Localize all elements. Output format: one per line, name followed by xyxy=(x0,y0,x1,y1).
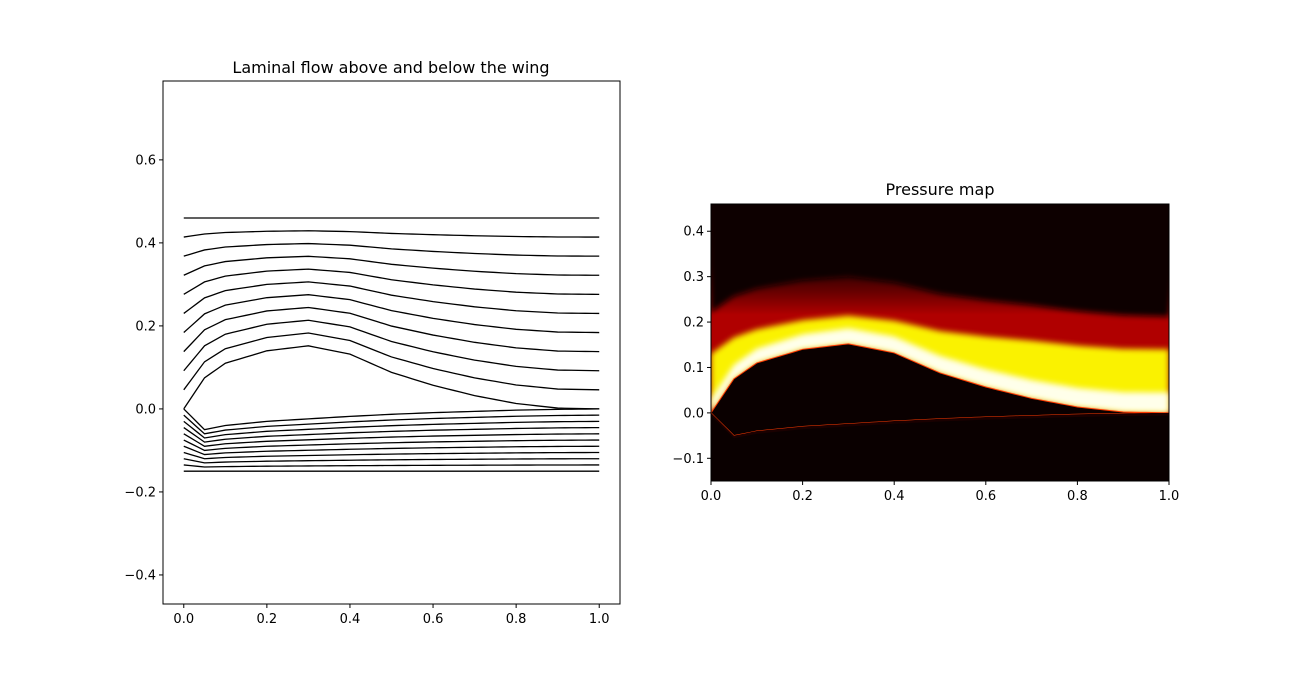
upper-streamline xyxy=(183,306,600,353)
x-tick-label: 0.6 xyxy=(975,489,996,504)
pressure-heatmap xyxy=(711,204,1169,481)
right-plot-frame xyxy=(710,203,1170,482)
upper-streamline xyxy=(183,255,600,276)
x-tick-label: 1.0 xyxy=(589,612,610,627)
upper-streamline xyxy=(183,230,600,238)
x-tick-label: 0.2 xyxy=(792,489,813,504)
y-tick-label: 0.1 xyxy=(683,361,704,376)
lower-streamline xyxy=(183,420,600,439)
lower-streamline xyxy=(183,445,600,456)
streamline-chart: Laminal flow above and below the wing 0.… xyxy=(124,58,621,627)
left-x-axis: 0.0 0.2 0.4 0.6 0.8 1.0 xyxy=(173,604,610,627)
left-y-axis: −0.4 −0.2 0.0 0.2 0.4 0.6 xyxy=(124,153,163,583)
y-tick-label: 0.6 xyxy=(135,153,156,168)
y-tick-label: 0.0 xyxy=(135,402,156,417)
upper-streamline xyxy=(183,345,600,410)
lower-streamline xyxy=(183,426,600,443)
left-chart-title: Laminal flow above and below the wing xyxy=(232,58,549,77)
left-plot-frame xyxy=(162,80,621,605)
upper-streamline xyxy=(183,242,600,257)
upper-streamline xyxy=(183,281,600,315)
lower-streamline xyxy=(183,451,600,460)
x-tick-label: 0.0 xyxy=(701,489,722,504)
lower-streamline xyxy=(183,464,600,468)
heatmap-upper-dark-region xyxy=(711,204,1169,317)
y-tick-label: 0.0 xyxy=(683,406,704,421)
lower-streamline xyxy=(183,458,600,464)
right-x-axis: 0.0 0.2 0.4 0.6 0.8 1.0 xyxy=(701,481,1180,504)
x-tick-label: 0.2 xyxy=(257,612,278,627)
lower-streamline xyxy=(183,439,600,452)
right-chart-title: Pressure map xyxy=(886,180,995,199)
y-tick-label: −0.2 xyxy=(124,485,156,500)
x-tick-label: 0.4 xyxy=(340,612,361,627)
heatmap-wing-shape xyxy=(711,343,1169,437)
y-tick-label: 0.2 xyxy=(683,316,704,331)
pressure-map-chart: Pressure map 0.0 0.2 0.4 0.6 0.8 1.0 −0.10.00… xyxy=(672,180,1179,504)
upper-streamline xyxy=(183,319,600,372)
lower-streamline xyxy=(183,433,600,447)
x-tick-label: 0.8 xyxy=(506,612,527,627)
heatmap-lower-dark-region xyxy=(711,412,1169,481)
right-y-axis: −0.1 0.0 0.1 0.2 0.3 0.4 xyxy=(672,225,711,467)
x-tick-label: 1.0 xyxy=(1159,489,1180,504)
y-tick-label: 0.2 xyxy=(135,319,156,334)
x-tick-label: 0.0 xyxy=(173,612,194,627)
y-tick-label: 0.3 xyxy=(683,270,704,285)
heatmap-white-band xyxy=(711,328,1169,413)
heatmap-wing-underside xyxy=(711,412,1169,439)
y-tick-label: 0.4 xyxy=(683,225,704,240)
upper-streamline xyxy=(183,268,600,295)
streamline-lines xyxy=(183,217,600,472)
lower-streamline xyxy=(183,414,600,435)
upper-streamline xyxy=(183,294,600,334)
y-tick-label: −0.4 xyxy=(124,568,156,583)
y-tick-label: −0.1 xyxy=(672,452,704,467)
x-tick-label: 0.8 xyxy=(1067,489,1088,504)
x-tick-label: 0.4 xyxy=(884,489,905,504)
y-tick-label: 0.4 xyxy=(135,236,156,251)
upper-streamline xyxy=(183,332,600,391)
lower-streamline xyxy=(183,408,600,431)
x-tick-label: 0.6 xyxy=(423,612,444,627)
